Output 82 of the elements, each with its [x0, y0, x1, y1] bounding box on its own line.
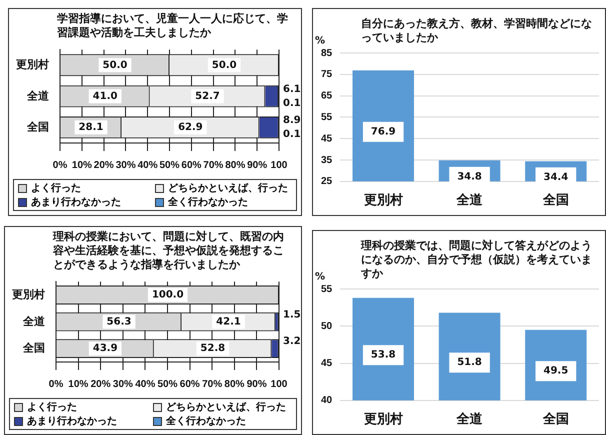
x-tick-label: 全国 [542, 192, 569, 207]
legend-label: どちらかといえば、行った [167, 182, 289, 195]
data-label: 100.0 [152, 290, 184, 301]
chart-title: 自分にあった教え方、教材、学習時間などになっていましたか [361, 17, 592, 44]
chart-title: 学習指導において、児童一人一人に応じて、学習課題や活動を工夫しましたか [56, 11, 289, 40]
legend-label: 全く行わなかった [167, 196, 249, 209]
chart-title: 理科の授業では、問題に対して答えがどのようになるのか、自分で予想（仮説）を考えていますか [361, 239, 592, 280]
x-tick-label: 90% [247, 160, 268, 171]
y-tick-label: 85 [321, 48, 333, 59]
x-tick-label: 20% [90, 378, 111, 390]
data-label: 34.8 [457, 172, 482, 183]
data-label: 43.9 [92, 343, 118, 354]
data-label: 42.1 [216, 316, 241, 328]
y-tick-label: 55 [321, 112, 333, 123]
legend-label: あまり行わなかった [26, 414, 118, 428]
x-tick-label: 30% [112, 378, 134, 390]
y-tick-label: 50 [321, 320, 333, 332]
x-tick-label: 全国 [542, 410, 569, 426]
x-tick-label: 70% [202, 378, 222, 390]
legend-label: よく行った [26, 400, 78, 414]
data-label: 28.1 [78, 122, 104, 134]
y-tick-label: 45 [321, 133, 333, 144]
data-label: 49.5 [544, 366, 568, 377]
x-tick-label: 全道 [456, 192, 484, 207]
data-label: 3.2 [283, 336, 301, 348]
x-tick-label: 10% [68, 378, 88, 390]
x-tick-label: 30% [116, 160, 136, 171]
x-tick-label: 60% [180, 378, 200, 390]
x-tick-label: 70% [203, 160, 224, 171]
x-tick-label: 0% [52, 160, 68, 171]
x-tick-label: 40% [135, 378, 156, 390]
x-tick-label: 100 [270, 160, 288, 171]
legend-label: よく行った [30, 182, 82, 195]
data-label: 0.1 [283, 98, 301, 109]
data-label: 50.0 [102, 60, 128, 71]
legend-label: どちらかといえば、行った [165, 400, 287, 414]
y-tick-label: 75 [321, 69, 333, 80]
legend-label: あまり行わなかった [30, 196, 122, 209]
y-tick-label: 更別村 [12, 288, 45, 302]
data-label: 52.8 [200, 343, 226, 354]
y-axis-title: % [315, 272, 326, 283]
data-label: 52.7 [195, 90, 220, 102]
y-tick-label: 全国 [22, 342, 45, 355]
data-label: 41.0 [92, 90, 118, 102]
y-tick-label: 25 [321, 176, 333, 188]
chart-title: 理科の授業において、問題に対して、既習の内容や生活経験を基に、予想や仮説を発想することができるような指導を行いましたか [52, 229, 285, 272]
x-tick-label: 80% [225, 160, 246, 171]
data-label: 56.3 [106, 316, 132, 328]
y-tick-label: 全道 [26, 89, 50, 102]
y-axis-title: % [315, 36, 326, 47]
y-tick-label: 45 [321, 358, 333, 370]
y-tick-label: 55 [321, 284, 333, 295]
y-tick-label: 40 [321, 395, 333, 406]
x-tick-label: 10% [72, 160, 92, 171]
data-label: 6.1 [283, 84, 301, 95]
data-label: 34.4 [544, 172, 568, 183]
x-tick-label: 全道 [456, 410, 484, 426]
data-label: 0.1 [283, 129, 301, 140]
y-tick-label: 全国 [26, 120, 49, 134]
x-tick-label: 50% [157, 378, 178, 390]
data-label: 76.9 [370, 126, 396, 138]
x-tick-label: 40% [138, 160, 158, 171]
data-label: 53.8 [370, 350, 396, 361]
x-tick-label: 100 [270, 378, 288, 390]
x-tick-label: 90% [246, 378, 267, 390]
data-label: 51.8 [457, 357, 482, 368]
x-tick-label: 20% [94, 160, 114, 171]
y-tick-label: 65 [321, 90, 333, 102]
x-tick-label: 0% [48, 378, 64, 390]
x-tick-label: 80% [224, 378, 245, 390]
x-tick-label: 更別村 [364, 192, 403, 207]
legend-label: 全く行わなかった [165, 414, 247, 428]
data-label: 62.9 [178, 122, 203, 134]
y-tick-label: 全道 [22, 314, 46, 328]
x-tick-label: 50% [159, 160, 180, 171]
y-tick-label: 更別村 [16, 58, 49, 72]
x-tick-label: 60% [181, 160, 202, 171]
data-label: 8.9 [283, 115, 301, 126]
x-tick-label: 更別村 [364, 410, 403, 426]
data-label: 1.5 [283, 309, 301, 320]
data-label: 50.0 [212, 60, 237, 71]
y-tick-label: 35 [321, 154, 333, 166]
